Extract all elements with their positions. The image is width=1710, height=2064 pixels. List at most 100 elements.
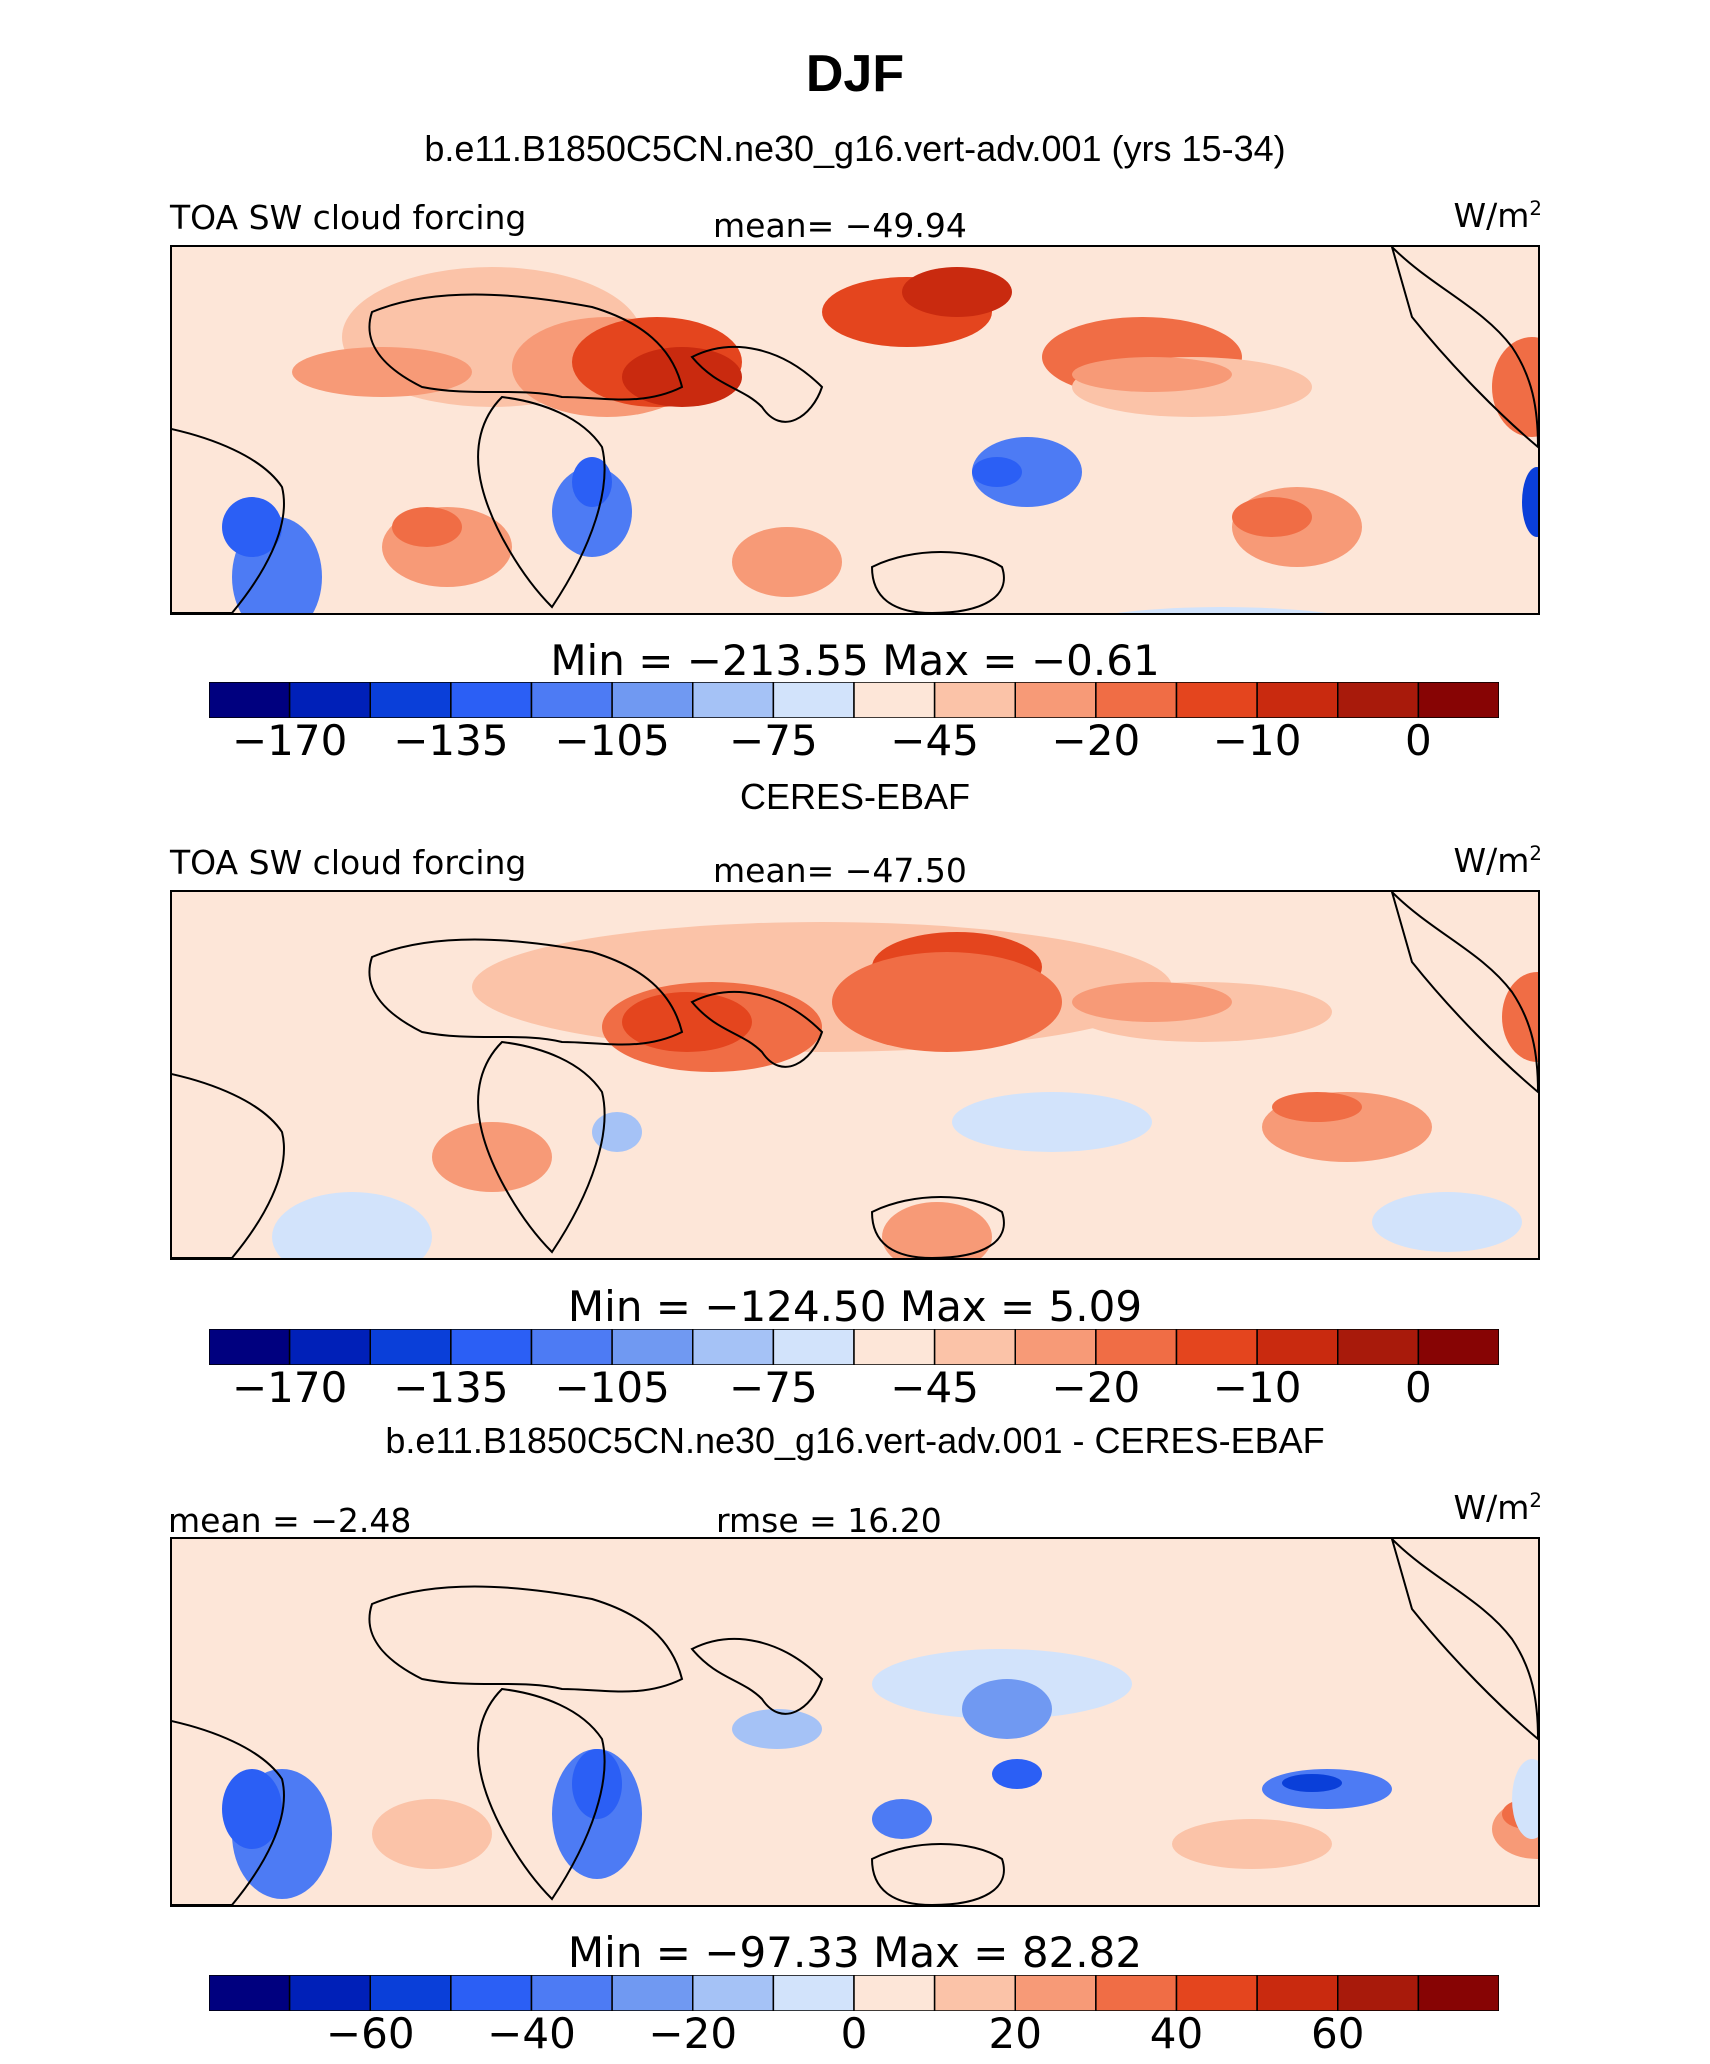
colorbar-tick-label: −20 bbox=[1051, 1363, 1141, 1412]
colorbar-tick-label: −20 bbox=[1051, 716, 1141, 765]
panel-1-map bbox=[170, 245, 1540, 615]
colorbar-box bbox=[288, 1975, 371, 2011]
colorbar-box bbox=[1337, 1329, 1420, 1365]
coastline bbox=[477, 1687, 606, 1901]
contour-fill bbox=[292, 347, 472, 397]
contour-fill bbox=[1116, 607, 1328, 613]
contour-fill bbox=[1512, 1759, 1538, 1839]
coastline bbox=[368, 938, 684, 1046]
colorbar-box bbox=[933, 1329, 1016, 1365]
colorbar-box bbox=[933, 682, 1016, 718]
colorbar-tick-label: 40 bbox=[1149, 2009, 1204, 2058]
colorbar-box bbox=[692, 682, 775, 718]
panel-2-left-label: TOA SW cloud forcing bbox=[170, 843, 527, 882]
coastline bbox=[172, 428, 285, 613]
contour-fill bbox=[832, 952, 1062, 1052]
panel-3-colorbar bbox=[209, 1975, 1499, 2011]
contour-fill bbox=[992, 1759, 1042, 1789]
contour-fill bbox=[572, 457, 612, 507]
contour-fill bbox=[732, 527, 842, 597]
panel-3-title: b.e11.B1850C5CN.ne30_g16.vert-adv.001 - … bbox=[385, 1420, 1325, 1461]
contour-fill bbox=[592, 1112, 642, 1152]
contour-fill bbox=[1282, 1774, 1342, 1792]
contour-fill bbox=[622, 992, 752, 1052]
colorbar-tick-label: −45 bbox=[890, 716, 979, 765]
contour-fill bbox=[1522, 467, 1538, 537]
colorbar-tick-label: 20 bbox=[988, 2009, 1042, 2058]
colorbar-box bbox=[530, 1329, 613, 1365]
contour-fill bbox=[972, 457, 1022, 487]
coastline bbox=[477, 1040, 606, 1254]
colorbar-box bbox=[369, 682, 452, 718]
coastline bbox=[1390, 892, 1538, 1094]
colorbar-tick-label: −75 bbox=[729, 716, 818, 765]
colorbar-box bbox=[853, 1329, 936, 1365]
colorbar-box bbox=[288, 1329, 371, 1365]
panel-2-units: W/m2 bbox=[1453, 841, 1543, 880]
contour-fill bbox=[432, 1122, 552, 1192]
contour-fill bbox=[392, 507, 462, 547]
contour-fill bbox=[1372, 1192, 1522, 1252]
panel-1-left-label: TOA SW cloud forcing bbox=[170, 198, 527, 237]
colorbar-box bbox=[1256, 682, 1339, 718]
coastline bbox=[1390, 247, 1538, 449]
colorbar-tick-label: −40 bbox=[487, 2009, 576, 2058]
panel-2-colorbar bbox=[209, 1329, 1499, 1365]
panel-1-center-label: mean= −49.94 bbox=[713, 206, 967, 245]
panel-3-units: W/m2 bbox=[1453, 1488, 1543, 1527]
coastline bbox=[172, 1720, 285, 1905]
contour-fill bbox=[902, 267, 1012, 317]
contour-fill bbox=[622, 347, 742, 407]
colorbar-tick-label: −170 bbox=[231, 716, 348, 765]
colorbar-box bbox=[933, 1975, 1016, 2011]
coastline bbox=[477, 395, 606, 609]
panel-2-stats: Min = −124.50 Max = 5.09 bbox=[567, 1282, 1143, 1331]
contour-fill bbox=[572, 1749, 622, 1819]
contour-fill bbox=[1492, 337, 1538, 437]
contour-fill bbox=[872, 1799, 932, 1839]
colorbar-box bbox=[853, 682, 936, 718]
colorbar-tick-label: −170 bbox=[231, 1363, 348, 1412]
colorbar-box bbox=[772, 682, 855, 718]
contour-fill bbox=[1172, 1819, 1332, 1869]
coastline bbox=[870, 1843, 1005, 1905]
colorbar-box bbox=[772, 1975, 855, 2011]
contour-fill bbox=[172, 1539, 1538, 1905]
coastline bbox=[870, 551, 1005, 613]
contour-fill bbox=[882, 1202, 992, 1258]
coastline bbox=[368, 293, 684, 401]
contour-fill bbox=[1502, 972, 1538, 1062]
colorbar-box bbox=[530, 1975, 613, 2011]
panel-2-center-label: mean= −47.50 bbox=[713, 851, 967, 890]
colorbar-box bbox=[1256, 1329, 1339, 1365]
colorbar-tick-label: −10 bbox=[1212, 1363, 1302, 1412]
panel-3-stats: Min = −97.33 Max = 82.82 bbox=[567, 1928, 1143, 1977]
colorbar-box bbox=[1175, 1329, 1258, 1365]
coastline bbox=[870, 1196, 1005, 1258]
panel-2-map bbox=[170, 890, 1540, 1260]
colorbar-tick-label: −45 bbox=[890, 1363, 979, 1412]
colorbar-box bbox=[450, 1329, 533, 1365]
colorbar-box bbox=[450, 1975, 533, 2011]
colorbar-tick-label: 60 bbox=[1311, 2009, 1365, 2058]
panel-1-units: W/m2 bbox=[1453, 196, 1543, 235]
contour-fill bbox=[952, 1092, 1152, 1152]
coastline bbox=[368, 1585, 684, 1693]
colorbar-box bbox=[1337, 682, 1420, 718]
contour-fill bbox=[222, 1769, 282, 1849]
colorbar-box bbox=[530, 682, 613, 718]
coastline bbox=[690, 991, 824, 1068]
colorbar-box bbox=[1095, 1975, 1178, 2011]
contour-fill bbox=[1272, 1092, 1362, 1122]
colorbar-tick-label: −135 bbox=[393, 716, 509, 765]
colorbar-box bbox=[1014, 1975, 1097, 2011]
coastline bbox=[690, 1638, 824, 1715]
contour-fill bbox=[972, 437, 1082, 507]
colorbar-box bbox=[692, 1975, 775, 2011]
contour-fill bbox=[1072, 357, 1232, 392]
contour-fill bbox=[222, 497, 282, 557]
colorbar-box bbox=[209, 1329, 291, 1365]
panel-3-map bbox=[170, 1537, 1540, 1907]
figure-title: DJF bbox=[805, 45, 905, 103]
colorbar-box bbox=[1095, 1329, 1178, 1365]
